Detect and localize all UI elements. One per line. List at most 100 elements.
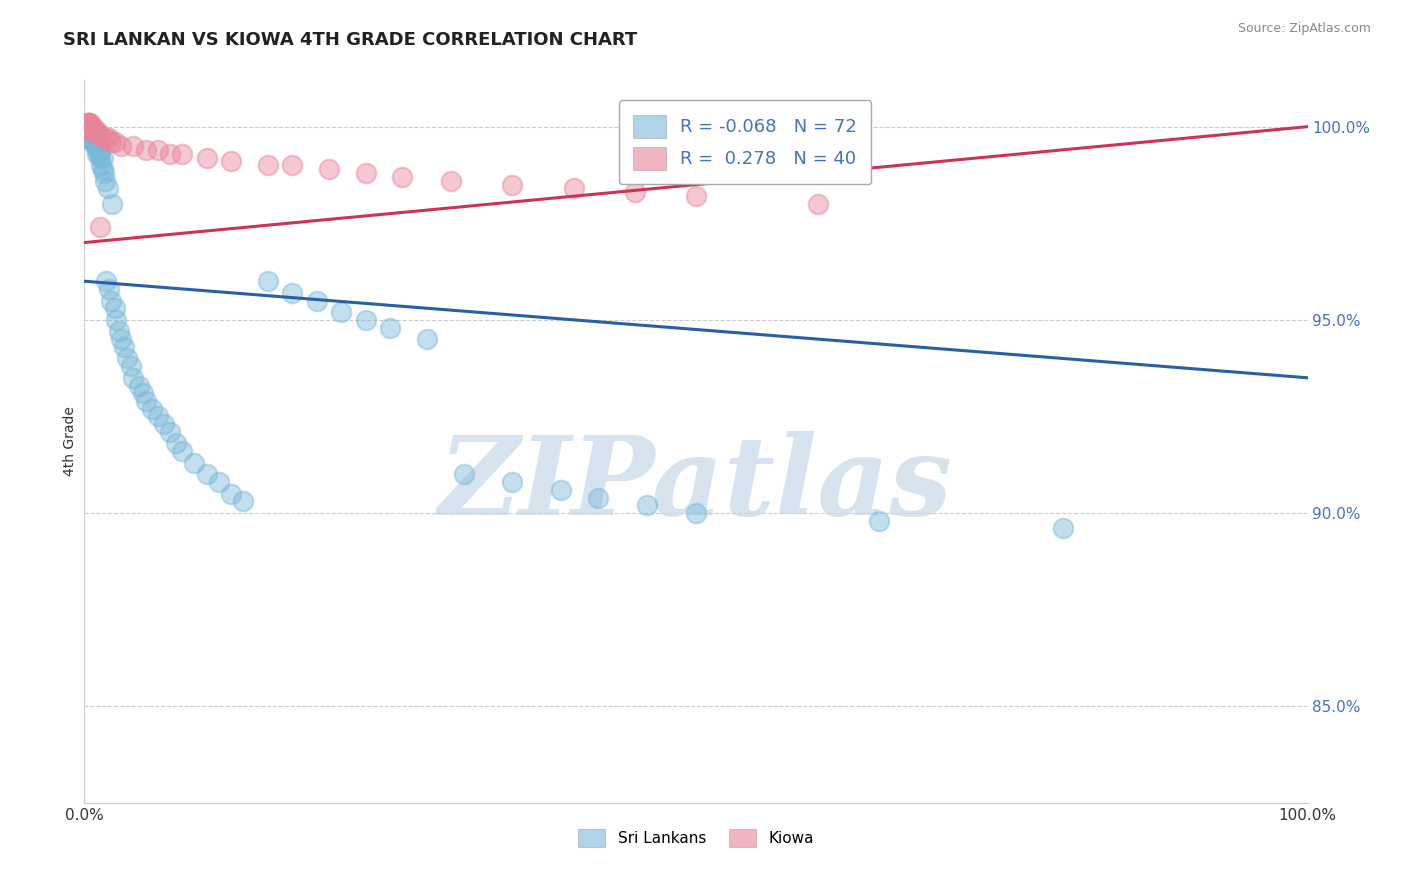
- Point: [1052, 521, 1074, 535]
- Point: [807, 197, 830, 211]
- Point: [91, 151, 114, 165]
- Point: [120, 359, 142, 374]
- Point: [305, 293, 328, 308]
- Point: [416, 332, 439, 346]
- Point: [122, 139, 145, 153]
- Point: [586, 491, 609, 505]
- Point: [112, 340, 135, 354]
- Point: [685, 506, 707, 520]
- Point: [105, 313, 128, 327]
- Point: [281, 285, 304, 300]
- Point: [165, 436, 187, 450]
- Point: [83, 123, 105, 137]
- Point: [79, 131, 101, 145]
- Point: [159, 146, 181, 161]
- Point: [86, 139, 108, 153]
- Text: ZIPatlas: ZIPatlas: [439, 431, 953, 539]
- Point: [101, 197, 124, 211]
- Point: [97, 181, 120, 195]
- Point: [96, 274, 118, 288]
- Point: [77, 123, 100, 137]
- Point: [87, 128, 110, 142]
- Point: [93, 166, 115, 180]
- Point: [636, 498, 658, 512]
- Point: [104, 135, 127, 149]
- Point: [281, 158, 304, 172]
- Point: [82, 135, 104, 149]
- Point: [87, 135, 110, 149]
- Point: [115, 351, 138, 366]
- Point: [172, 146, 194, 161]
- Point: [502, 475, 524, 489]
- Point: [86, 131, 108, 145]
- Point: [318, 162, 340, 177]
- Point: [100, 135, 122, 149]
- Point: [440, 174, 463, 188]
- Point: [83, 135, 105, 149]
- Point: [128, 378, 150, 392]
- Point: [354, 313, 377, 327]
- Point: [79, 123, 101, 137]
- Point: [110, 332, 132, 346]
- Point: [869, 514, 891, 528]
- Point: [183, 456, 205, 470]
- Point: [94, 174, 117, 188]
- Text: SRI LANKAN VS KIOWA 4TH GRADE CORRELATION CHART: SRI LANKAN VS KIOWA 4TH GRADE CORRELATIO…: [63, 31, 637, 49]
- Point: [208, 475, 231, 489]
- Point: [79, 120, 101, 134]
- Y-axis label: 4th Grade: 4th Grade: [63, 407, 77, 476]
- Legend: Sri Lankans, Kiowa: Sri Lankans, Kiowa: [572, 823, 820, 853]
- Point: [550, 483, 572, 497]
- Point: [84, 131, 107, 145]
- Point: [97, 282, 120, 296]
- Point: [84, 139, 107, 153]
- Point: [77, 128, 100, 142]
- Point: [391, 169, 413, 184]
- Text: Source: ZipAtlas.com: Source: ZipAtlas.com: [1237, 22, 1371, 36]
- Point: [83, 128, 105, 142]
- Point: [77, 116, 100, 130]
- Point: [89, 220, 111, 235]
- Point: [82, 131, 104, 145]
- Point: [77, 116, 100, 130]
- Point: [354, 166, 377, 180]
- Point: [380, 320, 402, 334]
- Point: [135, 143, 157, 157]
- Point: [624, 186, 647, 200]
- Point: [80, 128, 103, 142]
- Point: [82, 128, 104, 142]
- Point: [87, 143, 110, 157]
- Point: [502, 178, 524, 192]
- Point: [195, 151, 218, 165]
- Point: [172, 444, 194, 458]
- Point: [77, 116, 100, 130]
- Point: [77, 120, 100, 134]
- Point: [77, 120, 100, 134]
- Point: [122, 371, 145, 385]
- Point: [87, 139, 110, 153]
- Point: [86, 146, 108, 161]
- Point: [91, 131, 114, 145]
- Point: [453, 467, 475, 482]
- Point: [80, 131, 103, 145]
- Point: [77, 120, 100, 134]
- Point: [87, 128, 110, 142]
- Point: [562, 181, 585, 195]
- Point: [80, 123, 103, 137]
- Point: [146, 143, 169, 157]
- Point: [90, 158, 112, 172]
- Point: [82, 123, 104, 137]
- Point: [141, 401, 163, 416]
- Point: [82, 120, 104, 134]
- Point: [97, 131, 120, 145]
- Point: [146, 409, 169, 424]
- Point: [330, 305, 353, 319]
- Point: [87, 146, 110, 161]
- Point: [91, 162, 114, 177]
- Point: [104, 301, 127, 316]
- Point: [685, 189, 707, 203]
- Point: [219, 154, 242, 169]
- Point: [96, 131, 118, 145]
- Point: [195, 467, 218, 482]
- Point: [132, 386, 155, 401]
